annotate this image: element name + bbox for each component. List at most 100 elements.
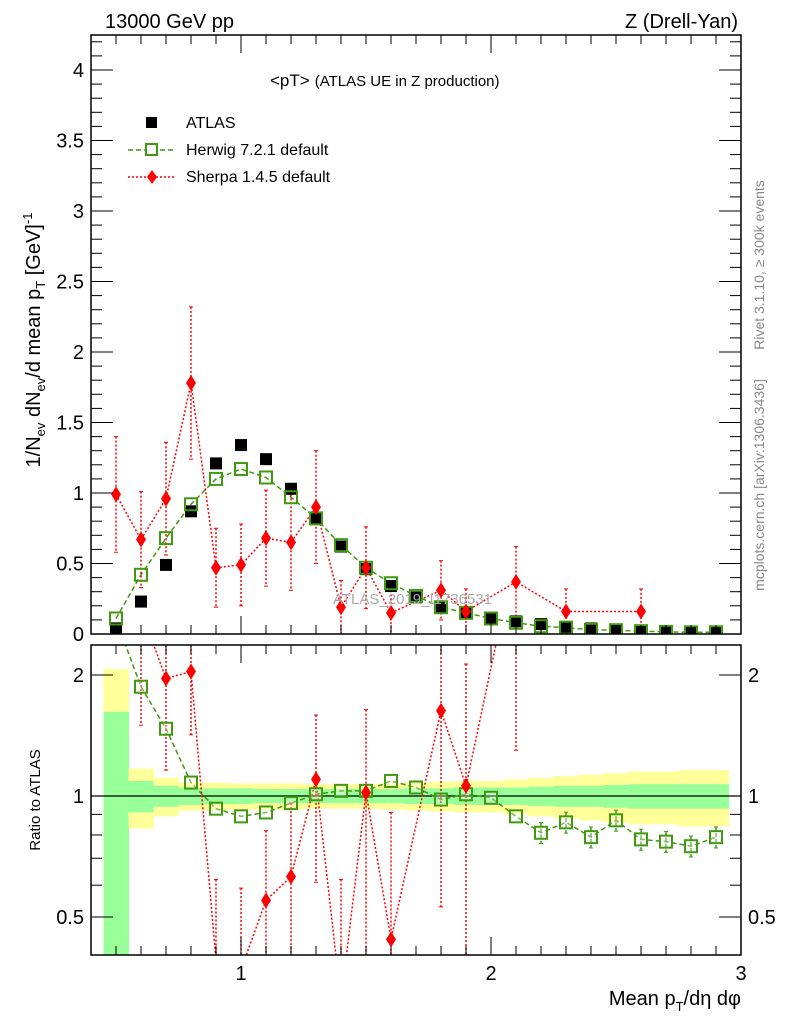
ratio-herwig-point xyxy=(284,796,298,811)
ratio-herwig-point xyxy=(259,805,273,820)
herwig-point xyxy=(384,576,398,591)
atlas-point xyxy=(285,482,297,495)
sherpa-point xyxy=(286,868,296,885)
rivet-label: Rivet 3.1.10, ≥ 300k events xyxy=(751,180,767,350)
mcplots-label: mcplots.cern.ch [arXiv:1306.3436] xyxy=(751,379,767,591)
ratio-herwig-point xyxy=(384,773,398,788)
ratio-herwig-point xyxy=(684,839,698,854)
sherpa-point xyxy=(436,582,446,599)
legend-sherpa-marker xyxy=(147,170,157,184)
sherpa-point xyxy=(111,486,121,503)
xlabel-sub: T xyxy=(676,999,684,1014)
ratio-herwig-point xyxy=(509,809,523,824)
ratio-herwig-point xyxy=(184,775,198,790)
ratio-y-tick-label-right: 0.5 xyxy=(748,907,776,929)
y-axis-label: 1/Nev dNev/d mean pT [GeV]-1 xyxy=(20,213,48,468)
legend-atlas-label: ATLAS xyxy=(186,115,236,132)
ratio-y-tick-label-right: 1 xyxy=(748,786,759,808)
ratio-y-tick-label: 1 xyxy=(73,786,84,808)
y-tick-label: 4 xyxy=(73,60,84,82)
title-main: <pT> xyxy=(270,71,310,90)
main-data xyxy=(109,306,723,634)
legend: ATLAS Herwig 7.2.1 default Sherpa 1.4.5 … xyxy=(128,115,331,186)
y-tick-label: 2 xyxy=(73,342,84,364)
sherpa-point xyxy=(336,599,346,616)
atlas-point xyxy=(210,457,222,470)
ratio-herwig-point xyxy=(634,832,648,847)
atlas-point xyxy=(435,601,447,614)
herwig-point xyxy=(134,567,148,582)
sherpa-point xyxy=(261,530,271,547)
atlas-point xyxy=(135,595,147,608)
herwig-point xyxy=(109,611,123,626)
xlabel-a: Mean p xyxy=(609,988,676,1010)
header-left: 13000 GeV pp xyxy=(105,11,234,33)
legend-herwig-label: Herwig 7.2.1 default xyxy=(186,142,329,159)
sherpa-point xyxy=(636,603,646,620)
plot-title: <pT> (ATLAS UE in Z production) xyxy=(270,71,500,90)
sherpa-point xyxy=(311,771,321,788)
ratio-herwig-line xyxy=(124,645,717,847)
y-tick-label: 3.5 xyxy=(56,131,84,153)
sherpa-point xyxy=(386,931,396,948)
sherpa-point xyxy=(386,604,396,621)
sherpa-point xyxy=(261,892,271,909)
ratio-herwig-point xyxy=(534,825,548,840)
ratio-y-tick-label: 0.5 xyxy=(56,907,84,929)
ylabel-b-sub: ev xyxy=(33,377,48,391)
y-tick-label: 1 xyxy=(73,483,84,505)
y-tick-label: 2.5 xyxy=(56,272,84,294)
ratio-herwig-point xyxy=(159,721,173,736)
sherpa-point xyxy=(286,534,296,551)
ratio-herwig-point xyxy=(409,780,423,795)
y-tick-label: 1.5 xyxy=(56,413,84,435)
sherpa-point xyxy=(511,573,521,590)
sherpa-point xyxy=(561,603,571,620)
title-sub: (ATLAS UE in Z production) xyxy=(315,73,500,90)
sherpa-point xyxy=(236,556,246,573)
band-stat xyxy=(128,780,154,813)
ylabel-d-sup: -1 xyxy=(20,213,35,225)
ratio-herwig-point xyxy=(584,830,598,845)
ratio-y-label: Ratio to ATLAS xyxy=(27,749,44,850)
ratio-herwig-point xyxy=(484,790,498,805)
sherpa-point xyxy=(436,702,446,719)
ylabel-c-sub: T xyxy=(33,281,48,289)
header-right: Z (Drell-Yan) xyxy=(625,11,738,33)
atlas-point xyxy=(510,615,522,628)
ylabel-b: dN xyxy=(23,391,45,422)
herwig-point xyxy=(159,531,173,546)
watermark: ATLAS_2019_I1736531 xyxy=(333,591,492,608)
y-tick-label: 0.5 xyxy=(56,554,84,576)
herwig-point xyxy=(584,622,598,634)
herwig-point xyxy=(609,623,623,634)
herwig-point xyxy=(434,600,448,615)
ratio-y-tick-label-right: 2 xyxy=(748,665,759,687)
ratio-herwig-point xyxy=(134,679,148,694)
x-tick-label: 3 xyxy=(735,963,746,985)
sherpa-point xyxy=(161,670,171,687)
atlas-point xyxy=(335,540,347,553)
sherpa-point xyxy=(311,499,321,516)
x-tick-label: 1 xyxy=(235,963,246,985)
main-plot: 0 0.5 1 1.5 2 2.5 3 3.5 4 xyxy=(56,34,742,646)
ylabel-d: [GeV] xyxy=(23,224,45,281)
atlas-point xyxy=(260,453,272,466)
ratio-herwig-point xyxy=(209,801,223,816)
sherpa-point xyxy=(461,603,471,620)
sherpa-point xyxy=(461,777,471,794)
sherpa-point xyxy=(186,375,196,392)
sherpa-point xyxy=(211,559,221,576)
atlas-point xyxy=(160,558,172,571)
legend-sherpa-label: Sherpa 1.4.5 default xyxy=(186,169,331,186)
herwig-point xyxy=(184,497,198,512)
x-tick-label: 2 xyxy=(485,963,496,985)
ratio-herwig-point xyxy=(609,813,623,828)
legend-atlas-marker xyxy=(146,117,157,128)
atlas-point xyxy=(310,512,322,525)
legend-herwig-marker xyxy=(145,143,158,156)
atlas-point xyxy=(410,591,422,604)
herwig-point xyxy=(334,538,348,553)
